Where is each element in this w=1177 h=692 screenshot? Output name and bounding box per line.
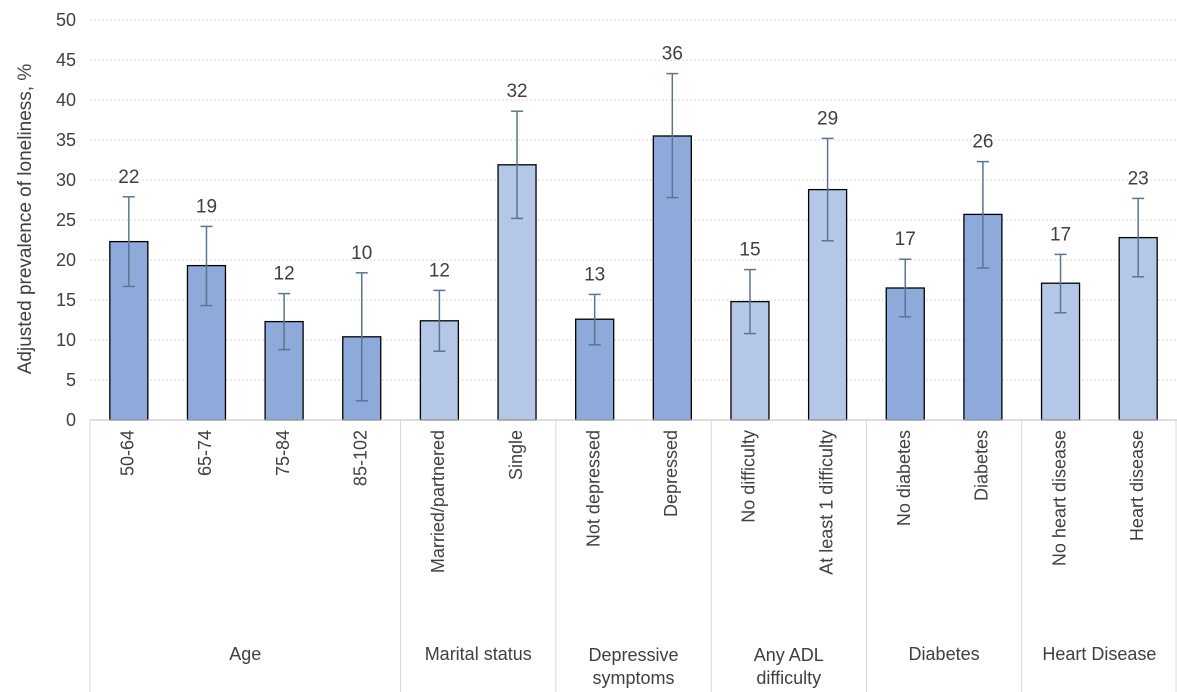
data-label: 12: [429, 260, 450, 281]
data-label: 17: [895, 229, 916, 250]
x-category-label: 85-102: [351, 430, 371, 486]
x-axis-category-labels: 50-64 65-74 75-84 85-102 Married/partnered Si…: [118, 430, 1147, 575]
data-label: 13: [584, 264, 605, 285]
y-tick-label: 40: [56, 90, 76, 110]
x-category-label: At least 1 difficulty: [816, 430, 836, 575]
x-category-label: 65-74: [195, 430, 215, 476]
data-label: 23: [1128, 168, 1149, 189]
data-label: 17: [1050, 224, 1071, 245]
y-tick-label: 25: [56, 210, 76, 230]
y-tick-label: 10: [56, 330, 76, 350]
data-label: 32: [506, 81, 527, 102]
y-axis-label: Adjusted prevalence of loneliness, %: [15, 64, 36, 375]
x-category-label: No heart disease: [1049, 430, 1069, 566]
bars: [109, 135, 1158, 421]
y-tick-label: 0: [66, 410, 76, 430]
x-group-label: Age: [229, 644, 261, 664]
gridlines: [90, 19, 1177, 381]
y-tick-label: 5: [66, 370, 76, 390]
x-axis-group-labels: Age Marital status Depressive symptoms Any A…: [229, 644, 1156, 688]
data-label: 12: [274, 264, 295, 285]
data-label: 36: [662, 44, 683, 65]
x-category-label: Married/partnered: [428, 430, 448, 573]
y-tick-label: 45: [56, 50, 76, 70]
data-labels: 22 19 12 10 12 32 13 36 15 29 17 26 17 23: [118, 44, 1148, 286]
y-tick-label: 35: [56, 130, 76, 150]
x-category-label: Depressed: [661, 430, 681, 517]
x-category-label: Not depressed: [583, 430, 603, 547]
x-category-label: 50-64: [118, 430, 138, 476]
data-label: 10: [351, 243, 372, 264]
x-group-label: Marital status: [425, 644, 532, 664]
x-category-label: No difficulty: [739, 430, 759, 523]
x-axis: [89, 419, 1177, 692]
y-tick-label: 20: [56, 250, 76, 270]
x-category-label: Heart disease: [1127, 430, 1147, 541]
x-group-label: Depressive symptoms: [588, 645, 678, 688]
x-category-label: Diabetes: [972, 430, 992, 501]
x-group-label: Any ADL difficulty: [754, 645, 824, 688]
y-axis-ticks: 0 5 10 15 20 25 30 35 40 45 50: [56, 10, 76, 430]
y-tick-label: 50: [56, 10, 76, 30]
x-group-label: Diabetes: [909, 644, 980, 664]
data-label: 22: [118, 167, 139, 188]
y-tick-label: 15: [56, 290, 76, 310]
y-tick-label: 30: [56, 170, 76, 190]
error-bars: [122, 72, 1145, 402]
x-category-label: 75-84: [273, 430, 293, 476]
data-label: 29: [817, 108, 838, 129]
x-category-label: Single: [506, 430, 526, 480]
data-label: 26: [972, 132, 993, 153]
x-category-label: No diabetes: [894, 430, 914, 526]
data-label: 19: [196, 196, 217, 217]
x-group-label: Heart Disease: [1042, 644, 1156, 664]
data-label: 15: [739, 240, 760, 261]
